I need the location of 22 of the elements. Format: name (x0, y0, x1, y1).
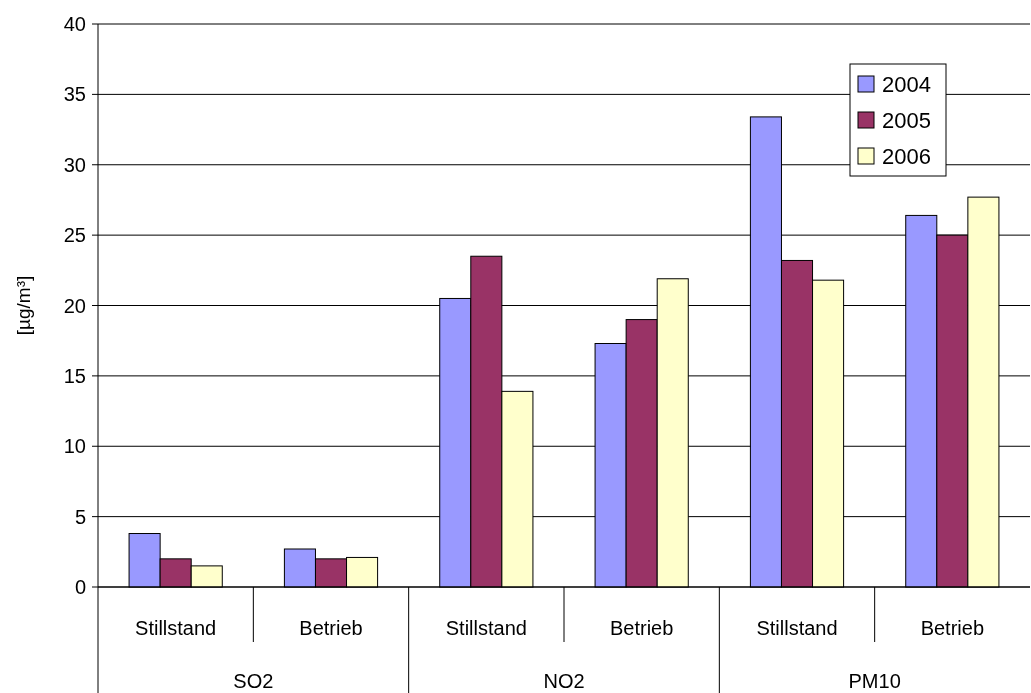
y-tick-label: 35 (63, 83, 86, 106)
y-tick-label: 10 (63, 435, 86, 458)
legend-label: 2005 (882, 107, 931, 133)
y-tick-label: 5 (74, 505, 86, 528)
x-tick-label: Stillstand (756, 617, 838, 639)
x-tick-label: Betrieb (920, 617, 985, 639)
y-tick-label: 25 (63, 224, 86, 247)
text: PM10 (848, 670, 901, 692)
y-tick-label: 0 (74, 576, 86, 598)
y-tick-label: 15 (63, 364, 86, 387)
x-tick-label: Stillstand (135, 617, 217, 639)
y-tick-label: 40 (63, 13, 86, 35)
legend-label: 2004 (882, 71, 931, 97)
x-tick-label: Stillstand (445, 617, 527, 639)
text: NO2 (543, 670, 585, 692)
legend-label: 2006 (882, 143, 931, 169)
text: SO2 (233, 670, 274, 692)
x-tick-label: Betrieb (609, 617, 674, 639)
y-tick-label: 20 (63, 294, 86, 317)
y-tick-label: 30 (63, 153, 86, 176)
x-tick-label: Betrieb (299, 617, 363, 639)
y-axis-title: [µg/m³] (13, 275, 34, 336)
